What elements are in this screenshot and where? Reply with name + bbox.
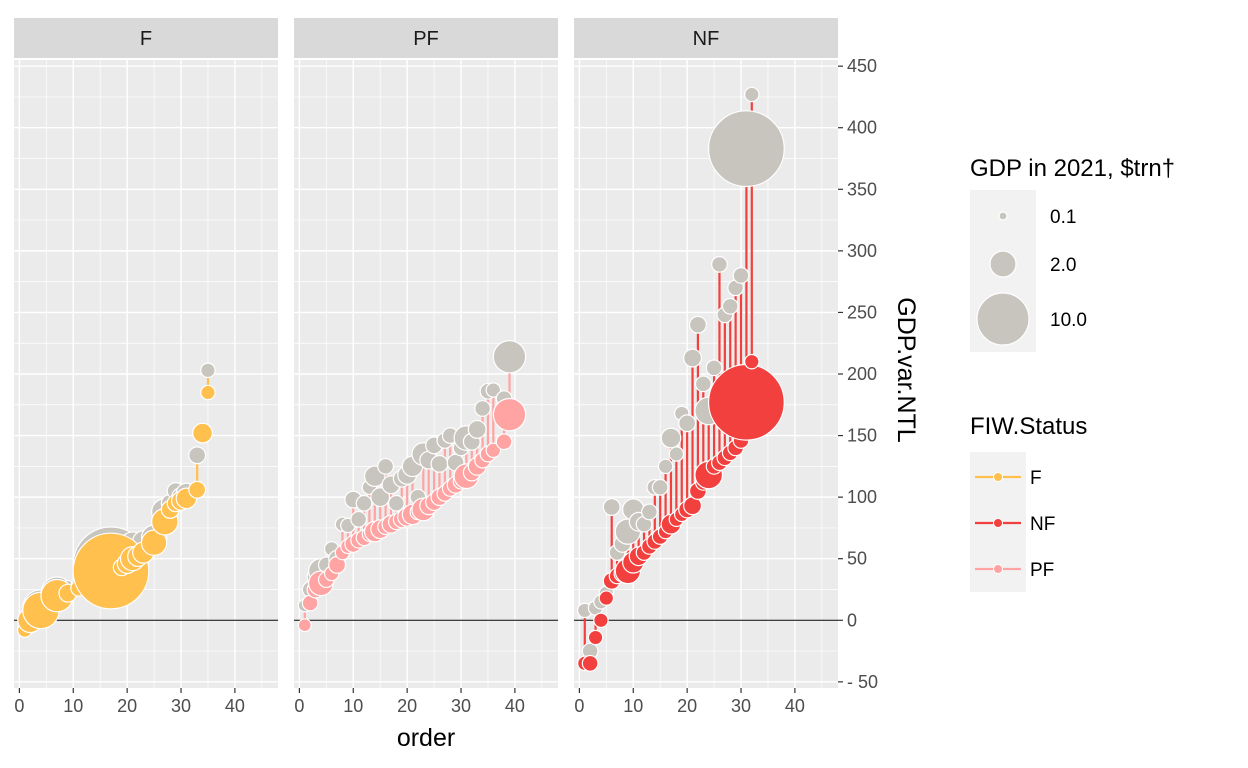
y-axis: - 50 0 50 100 150 200 250 300 350 400 450 [838,56,878,692]
y-tick-label: 250 [847,302,877,322]
color-legend-label: F [1030,468,1042,489]
facet-strip [574,18,838,58]
gdp-point [678,414,697,433]
ntl-point [200,384,216,401]
gdp-point [188,446,207,465]
ntl-point [598,590,615,606]
x-tick-label: 20 [117,696,137,716]
ntl-point [587,629,604,646]
x-axis: 0 10 20 30 40 0 10 20 30 40 0 10 20 30 40 [14,688,805,716]
gdp-point [350,510,368,528]
x-tick-label: 0 [294,696,304,716]
ntl-point [492,397,527,432]
x-tick-label: 20 [677,696,697,716]
color-legend-label: PF [1030,560,1054,581]
facet-panel-nf: NF [574,18,838,688]
facet-strip [14,18,278,58]
size-legend-key [998,211,1008,221]
gdp-point [492,339,527,374]
y-axis-title: GDP.var.NTL [892,297,920,443]
y-tick-label: 350 [847,179,877,199]
size-legend-label: 2.0 [1050,255,1076,276]
x-tick-label: 10 [63,696,83,716]
gdp-point [370,487,391,508]
facet-panel-pf: PF [294,18,558,688]
y-tick-label: 50 [847,549,867,569]
ntl-point [188,480,207,499]
ntl-point [297,618,312,633]
gdp-point [602,498,621,516]
color-legend-key-point [993,472,1003,482]
facet-strip-label: PF [413,28,439,50]
x-tick-label: 10 [623,696,643,716]
y-tick-label: - 50 [847,672,878,692]
ntl-point [744,353,760,370]
gdp-point [657,458,674,475]
gdp-point [668,446,685,462]
gdp-point [467,419,487,439]
y-tick-label: 400 [847,118,877,138]
size-legend: GDP in 2021, $trn† 0.1 2.0 10.0 [970,155,1175,352]
facet-strip-label: F [140,28,152,50]
gdp-point [694,375,712,393]
color-legend-key-point [993,518,1003,528]
gdp-point [387,494,405,512]
x-tick-label: 10 [343,696,363,716]
x-axis-title: order [397,724,455,752]
gdp-point [660,427,682,449]
facet-panels: F PF NF [14,18,838,688]
size-legend-label: 10.0 [1050,310,1087,331]
ntl-point [707,363,785,441]
y-tick-label: 450 [847,56,877,76]
x-tick-label: 0 [14,696,24,716]
y-tick-label: 150 [847,426,877,446]
facet-strip [294,18,558,58]
gdp-point [377,457,394,475]
color-legend-key-point [993,564,1003,574]
gdp-point [732,267,750,284]
y-tick-label: 300 [847,241,877,261]
gdp-point [688,315,707,334]
color-legend-label: NF [1030,514,1055,535]
gdp-point [641,503,658,521]
ntl-point [593,612,609,629]
ntl-point [581,654,599,672]
x-tick-label: 0 [574,696,584,716]
gdp-point [707,110,785,188]
gdp-point [705,359,723,377]
gdp-point [200,362,216,379]
gdp-point [474,400,491,417]
gdp-point [744,86,760,103]
size-legend-label: 0.1 [1050,207,1076,228]
ntl-point [485,442,502,459]
gdp-point [711,256,728,273]
ntl-point [495,433,513,451]
x-tick-label: 40 [785,696,805,716]
ntl-point [192,422,213,444]
facet-panel-f: F [14,18,278,688]
gdp-point [485,382,502,398]
x-tick-label: 30 [171,696,191,716]
y-tick-label: 100 [847,487,877,507]
x-tick-label: 40 [225,696,245,716]
color-legend-title: FIW.Status [970,413,1087,440]
gdp-point [651,478,669,496]
x-tick-label: 20 [397,696,417,716]
size-legend-key [989,250,1017,278]
x-tick-label: 30 [731,696,751,716]
color-legend: FIW.Status F NF PF [970,413,1087,592]
gdp-point [721,297,739,315]
gdp-point [683,348,703,368]
size-legend-key [976,292,1030,346]
size-legend-title: GDP in 2021, $trn† [970,155,1175,182]
y-tick-label: 0 [847,610,857,630]
x-tick-label: 30 [451,696,471,716]
gdp-point [355,494,373,512]
y-tick-label: 200 [847,364,877,384]
gdp-point [430,454,449,473]
x-tick-label: 40 [505,696,525,716]
facet-strip-label: NF [693,28,720,50]
